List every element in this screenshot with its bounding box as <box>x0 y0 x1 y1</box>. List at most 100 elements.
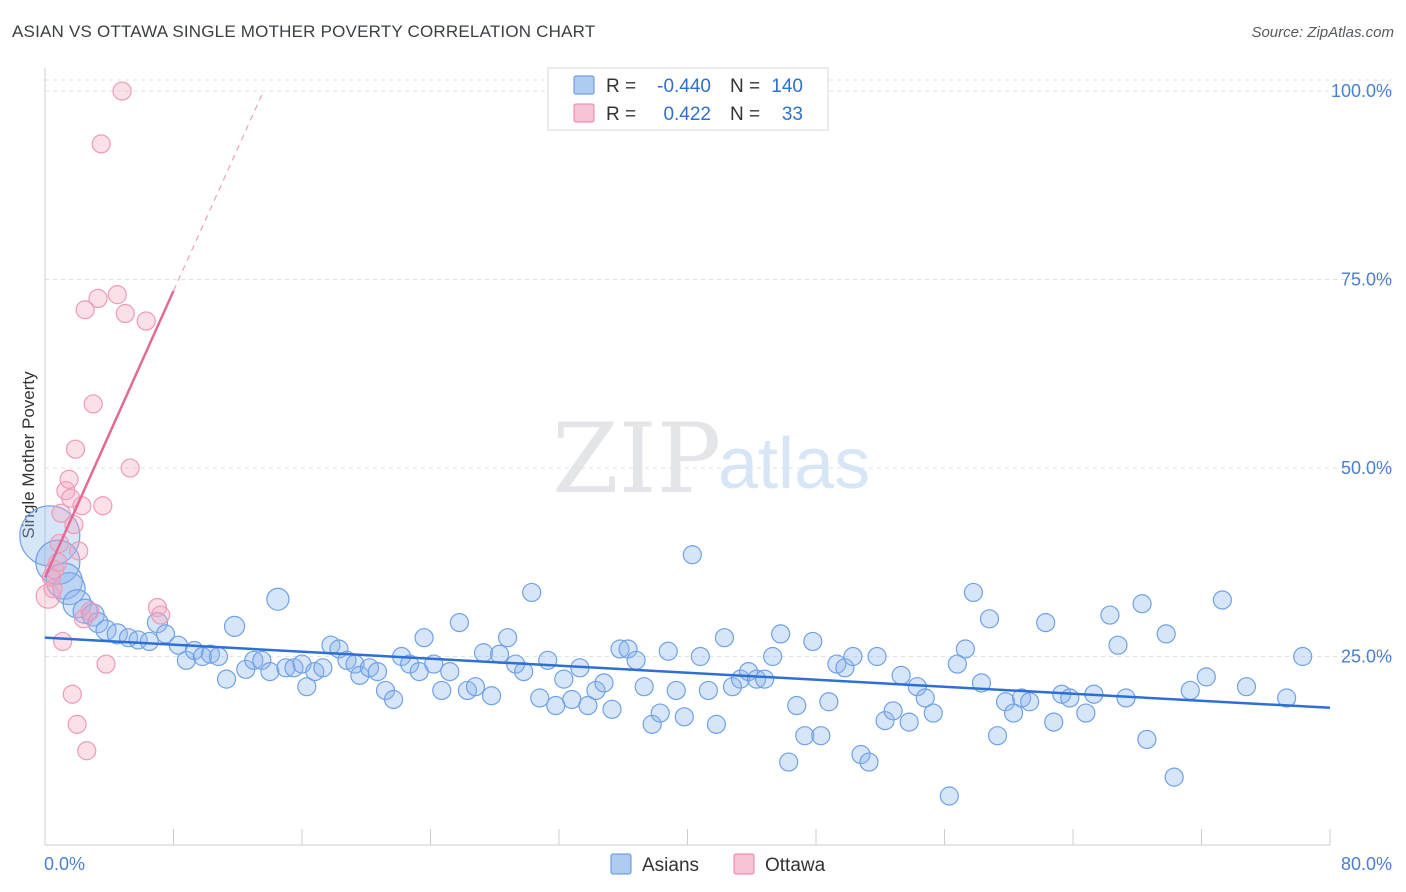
ottawa-point-16 <box>75 300 95 320</box>
asians-point-14 <box>155 624 176 644</box>
asians-point-75 <box>650 703 670 723</box>
asians-point-111 <box>947 654 967 674</box>
asians-point-55 <box>489 644 510 664</box>
asians-point-117 <box>995 692 1016 712</box>
series-asians-points <box>19 505 1313 806</box>
legend-swatch-ottawa <box>573 103 595 123</box>
asians-point-100 <box>851 744 871 765</box>
x-tick-label-max: 80.0% <box>1341 854 1392 874</box>
ottawa-point-13 <box>69 541 89 561</box>
asians-point-67 <box>586 680 606 701</box>
asians-point-101 <box>859 752 879 772</box>
asians-point-90 <box>771 624 791 644</box>
asians-point-92 <box>787 695 807 716</box>
legend-n-value-asians: 140 <box>771 76 803 97</box>
asians-point-113 <box>963 582 984 603</box>
grid-lines <box>45 79 1392 658</box>
y-tick-label-25: 25.0% <box>1341 647 1392 667</box>
bottom-legend-swatch-ottawa <box>733 853 755 875</box>
asians-point-59 <box>522 582 542 603</box>
legend-n-value-ottawa: 33 <box>782 104 803 125</box>
asians-point-136 <box>1212 590 1232 610</box>
asians-point-108 <box>915 688 935 708</box>
asians-point-130 <box>1132 594 1152 614</box>
asians-point-93 <box>795 726 815 746</box>
asians-point-70 <box>610 639 630 659</box>
asians-point-60 <box>530 688 550 708</box>
asians-point-106 <box>899 712 919 732</box>
watermark-zip: ZIP <box>552 403 721 515</box>
legend-r-value-asians: -0.440 <box>657 76 711 97</box>
ottawa-point-9 <box>62 684 82 704</box>
asians-point-104 <box>883 701 903 721</box>
bottom-legend-swatch-asians <box>610 853 632 875</box>
asians-point-77 <box>666 680 686 701</box>
asians-point-121 <box>1036 612 1056 633</box>
asians-point-18 <box>192 646 213 667</box>
asians-point-125 <box>1076 703 1096 723</box>
asians-point-28 <box>276 658 296 678</box>
ottawa-point-23 <box>91 134 111 154</box>
asians-point-134 <box>1180 680 1200 701</box>
asians-point-22 <box>223 615 246 637</box>
ottawa-point-11 <box>65 439 86 459</box>
asians-point-62 <box>546 695 566 716</box>
asians-point-139 <box>1293 646 1313 667</box>
asians-point-19 <box>200 644 221 664</box>
asians-point-120 <box>1020 692 1040 712</box>
asians-point-112 <box>955 639 975 659</box>
asians-point-16 <box>176 650 196 670</box>
ottawa-point-17 <box>77 741 97 761</box>
asians-point-49 <box>440 661 460 682</box>
asians-point-103 <box>875 711 895 731</box>
asians-point-50 <box>449 612 470 633</box>
asians-point-26 <box>260 661 280 682</box>
asians-point-44 <box>400 654 420 674</box>
y-axis-label: Single Mother Poverty <box>19 371 38 539</box>
x-tick-label-min: 0.0% <box>44 854 85 874</box>
asians-point-76 <box>658 641 678 661</box>
ottawa-point-25 <box>112 81 132 101</box>
asians-point-84 <box>722 677 743 697</box>
asians-point-73 <box>634 677 654 697</box>
asians-point-91 <box>779 752 799 772</box>
asians-point-128 <box>1108 635 1128 655</box>
asians-point-52 <box>465 677 486 697</box>
asians-point-98 <box>835 658 855 678</box>
source-label: Source: ZipAtlas.com <box>1251 24 1394 41</box>
asians-point-132 <box>1156 624 1176 644</box>
y-tick-label-50: 50.0% <box>1341 458 1392 478</box>
legend-r-label-asians: R = <box>606 76 636 97</box>
legend-r-label-ottawa: R = <box>606 104 636 125</box>
ottawa-point-31 <box>43 579 63 599</box>
asians-point-66 <box>578 695 598 716</box>
trend-lines <box>43 94 1331 710</box>
ottawa-point-27 <box>120 458 140 478</box>
asians-point-42 <box>383 689 404 710</box>
ottawa-point-24 <box>107 285 127 305</box>
asians-point-79 <box>682 545 702 565</box>
asians-point-83 <box>714 628 735 648</box>
chart-title: ASIAN VS OTTAWA SINGLE MOTHER POVERTY CO… <box>12 22 596 41</box>
asians-point-82 <box>706 714 727 734</box>
y-tick-label-75: 75.0% <box>1341 270 1392 290</box>
legend-swatch-asians <box>573 75 595 95</box>
asians-point-81 <box>698 680 718 701</box>
ottawa-point-20 <box>88 288 108 309</box>
asians-point-74 <box>642 714 662 734</box>
ottawa-point-15 <box>73 609 94 629</box>
asians-point-12 <box>139 631 160 652</box>
series-ottawa-points <box>35 81 171 761</box>
asians-point-131 <box>1137 729 1157 750</box>
y-tick-label-100: 100.0% <box>1331 81 1392 101</box>
asians-point-20 <box>208 646 229 667</box>
asians-point-56 <box>498 628 518 648</box>
ottawa-point-12 <box>67 714 87 734</box>
asians-point-102 <box>867 646 887 667</box>
asians-point-105 <box>891 665 911 685</box>
legend-r-value-ottawa: 0.422 <box>663 104 711 125</box>
asians-point-122 <box>1044 712 1064 732</box>
asians-point-127 <box>1100 605 1120 625</box>
ottawa-point-19 <box>83 394 103 414</box>
